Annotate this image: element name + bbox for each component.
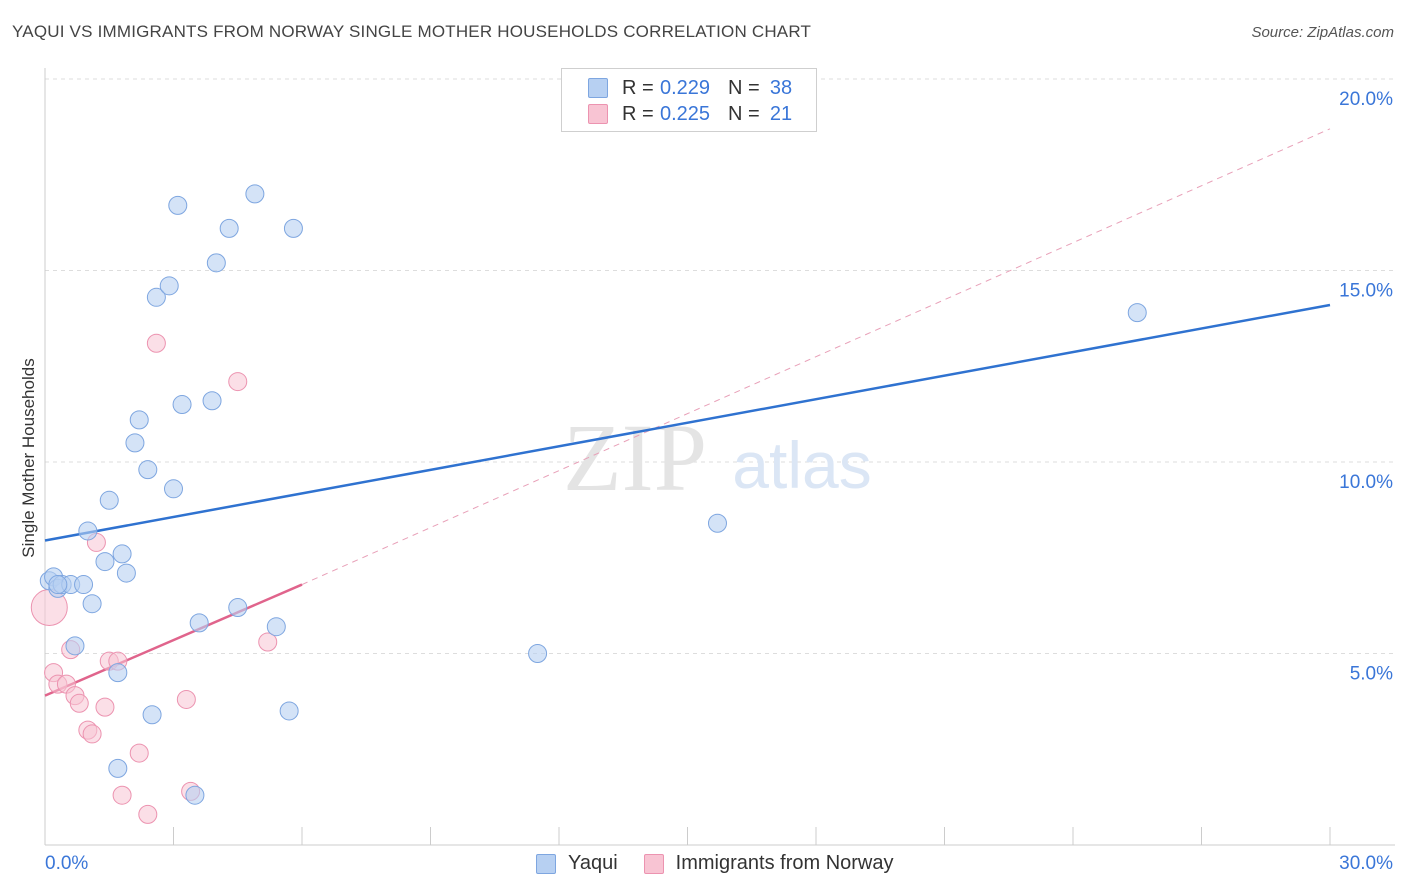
- watermark-atlas: atlas: [732, 428, 871, 502]
- x-tick-label: 30.0%: [1339, 853, 1393, 874]
- watermark: ZIP atlas: [563, 404, 872, 511]
- norway-point: [138, 804, 158, 824]
- legend-item-yaqui[interactable]: Yaqui: [536, 852, 618, 875]
- watermark-zip: ZIP: [563, 404, 707, 511]
- yaqui-point: [112, 544, 132, 564]
- yaqui-point: [228, 598, 248, 618]
- yaqui-point: [206, 253, 226, 273]
- y-axis-label: Single Mother Households: [19, 358, 38, 557]
- yaqui-point: [168, 195, 188, 215]
- yaqui-point: [202, 391, 222, 411]
- yaqui-swatch: [536, 853, 556, 874]
- yaqui-point: [116, 563, 136, 583]
- y-tick-label: 5.0%: [1350, 664, 1393, 685]
- series-legend: Yaqui Immigrants from Norway: [536, 852, 919, 875]
- yaqui-point: [95, 552, 115, 572]
- correlation-legend: R = 0.229 N = 38 R = 0.225 N = 21: [561, 68, 817, 132]
- yaqui-point: [82, 594, 102, 614]
- r-label: R =: [622, 102, 654, 125]
- yaqui-point: [172, 395, 192, 415]
- yaqui-point: [99, 490, 119, 510]
- yaqui-point: [707, 513, 727, 533]
- yaqui-point: [108, 758, 128, 778]
- yaqui-point: [279, 701, 299, 721]
- x-tick-label: 0.0%: [45, 853, 88, 874]
- yaqui-point: [219, 218, 239, 238]
- yaqui-point: [266, 617, 286, 637]
- yaqui-point: [65, 636, 85, 656]
- norway-trend-line: [44, 583, 303, 697]
- norway-point: [258, 632, 278, 652]
- point-layer: [30, 184, 1147, 824]
- yaqui-point: [138, 460, 158, 480]
- norway-point: [129, 743, 149, 763]
- yaqui-point: [142, 705, 162, 725]
- grid-layer: [45, 78, 1395, 654]
- norway-swatch: [588, 104, 608, 124]
- legend-label-norway: Immigrants from Norway: [675, 852, 894, 874]
- yaqui-point: [48, 575, 68, 595]
- norway-point: [176, 689, 196, 709]
- legend-label-yaqui: Yaqui: [568, 852, 618, 874]
- norway-point: [69, 693, 89, 713]
- norway-point: [82, 724, 102, 744]
- axis-layer: [44, 68, 1395, 846]
- legend-item-norway[interactable]: Immigrants from Norway: [643, 852, 894, 875]
- n-label: N =: [728, 76, 760, 99]
- y-tick-label: 15.0%: [1339, 281, 1393, 302]
- yaqui-swatch: [588, 78, 608, 98]
- yaqui-point: [1127, 303, 1147, 323]
- chart-title: YAQUI VS IMMIGRANTS FROM NORWAY SINGLE M…: [12, 22, 812, 41]
- yaqui-point: [185, 785, 205, 805]
- yaqui-point: [189, 613, 209, 633]
- norway-point: [112, 785, 132, 805]
- y-tick-label: 20.0%: [1339, 89, 1393, 110]
- legend-row-norway: R = 0.225 N = 21: [588, 102, 796, 126]
- r-value: 0.225: [660, 102, 711, 125]
- yaqui-point: [125, 433, 145, 453]
- yaqui-point: [78, 521, 98, 541]
- n-value: 38: [769, 76, 793, 99]
- norway-swatch: [643, 853, 664, 874]
- norway-point: [95, 697, 115, 717]
- yaqui-point: [74, 575, 94, 595]
- trend-layer: [44, 128, 1331, 697]
- yaqui-point: [129, 410, 149, 430]
- y-tick-label: 10.0%: [1339, 472, 1393, 493]
- yaqui-point: [146, 287, 166, 307]
- norway-trend-extension: [301, 128, 1331, 586]
- yaqui-point: [283, 218, 303, 238]
- yaqui-trend-line: [44, 303, 1331, 542]
- norway-point: [228, 372, 248, 392]
- norway-point: [146, 333, 166, 353]
- r-label: R =: [622, 76, 654, 99]
- r-value: 0.229: [660, 76, 711, 99]
- label-layer: 5.0% 10.0% 15.0% 20.0% 0.0% 30.0%: [45, 89, 1393, 874]
- n-value: 21: [769, 102, 793, 125]
- n-label: N =: [728, 102, 760, 125]
- yaqui-point: [164, 479, 183, 499]
- yaqui-point: [159, 276, 179, 296]
- yaqui-point: [108, 663, 128, 683]
- legend-row-yaqui: R = 0.229 N = 38: [588, 76, 796, 100]
- yaqui-point: [528, 644, 548, 663]
- yaqui-point: [245, 184, 265, 204]
- source-label: Source: ZipAtlas.com: [1251, 24, 1394, 41]
